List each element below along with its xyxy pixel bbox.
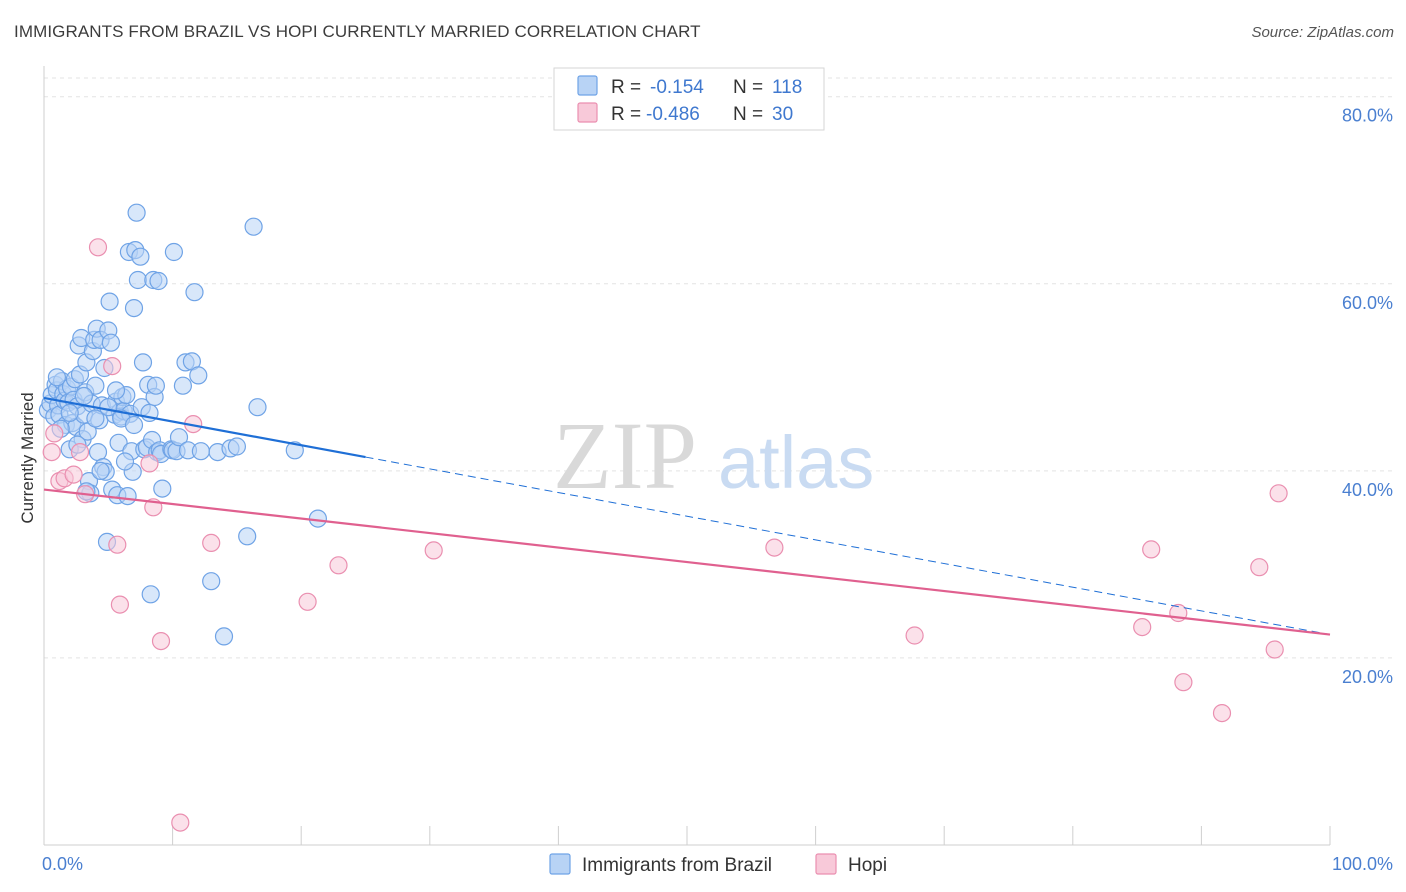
hopi-point-18 (329, 556, 348, 575)
hopi-point-0 (42, 443, 61, 462)
brazil-point-97 (214, 627, 234, 646)
stats-legend: R = -0.154 N = 118 R = -0.486 N = 30 (553, 67, 825, 131)
hopi-point-9 (108, 535, 127, 554)
brazil-point-101 (244, 217, 263, 236)
legend-n-label-hopi: N = (733, 104, 763, 125)
brazil-point-65 (128, 270, 147, 290)
legend-n-value-brazil: 118 (772, 77, 802, 98)
brazil-point-87 (169, 428, 189, 447)
brazil-point-115 (91, 461, 110, 480)
brazil-point-82 (153, 479, 172, 498)
series-brazil-points (38, 203, 327, 646)
brazil-point-99 (227, 437, 246, 456)
brazil-point-106 (60, 403, 79, 422)
hopi-point-1 (45, 424, 64, 443)
brazil-point-100 (238, 527, 257, 546)
brazil-point-111 (124, 415, 144, 435)
watermark-atlas: atlas (718, 421, 874, 504)
brazil-point-88 (173, 376, 192, 395)
legend-r-label-brazil: R = (611, 77, 641, 98)
brazil-point-62 (124, 299, 144, 318)
legend-r-label-hopi: R = (611, 104, 641, 125)
y-tick-label-1: 40.0% (1342, 480, 1393, 500)
brazil-point-95 (202, 572, 221, 591)
brazil-point-116 (106, 381, 126, 400)
trend-brazil-solid (43, 396, 366, 459)
watermark-zip: ZIP (553, 402, 697, 509)
brazil-point-57 (118, 487, 137, 506)
brazil-point-68 (133, 353, 153, 372)
bottom-legend-swatch-hopi (815, 853, 837, 875)
trend-brazil-dashed (365, 456, 1331, 636)
brazil-point-112 (47, 368, 67, 387)
hopi-point-26 (1212, 703, 1232, 723)
y-tick-label-2: 60.0% (1342, 293, 1393, 313)
hopi-point-28 (1265, 640, 1284, 659)
legend-r-value-brazil: -0.154 (650, 77, 704, 98)
x-tick-label-1: 100.0% (1332, 854, 1393, 874)
series-hopi-points (42, 238, 1288, 832)
hopi-point-23 (1142, 540, 1161, 559)
legend-r-value-hopi: -0.486 (646, 104, 700, 125)
hopi-point-21 (905, 626, 924, 645)
hopi-point-29 (1269, 484, 1288, 503)
hopi-point-14 (171, 813, 190, 832)
hopi-point-25 (1174, 673, 1193, 692)
y-tick-label-0: 20.0% (1342, 667, 1393, 687)
hopi-point-20 (765, 538, 784, 557)
brazil-point-34 (86, 376, 105, 395)
legend-n-value-hopi: 30 (772, 104, 793, 125)
y-tick-labels: 20.0% 40.0% 60.0% 80.0% (1342, 106, 1393, 687)
brazil-point-46 (101, 333, 121, 352)
hopi-point-10 (110, 595, 130, 614)
brazil-point-64 (127, 203, 146, 222)
hopi-point-19 (424, 541, 443, 560)
series-legend: Immigrants from Brazil Hopi (549, 853, 887, 876)
hopi-point-11 (140, 454, 159, 473)
brazil-point-108 (86, 409, 105, 428)
brazil-point-103 (285, 441, 304, 460)
bottom-legend-label-brazil: Immigrants from Brazil (582, 855, 772, 876)
legend-n-label-brazil: N = (733, 77, 763, 98)
brazil-point-94 (191, 442, 210, 461)
hopi-point-17 (298, 592, 317, 611)
source-credit: Source: ZipAtlas.com (1251, 24, 1394, 41)
hopi-point-16 (202, 533, 221, 553)
brazil-point-73 (141, 585, 160, 604)
brazil-point-102 (248, 398, 267, 417)
chart-title: IMMIGRANTS FROM BRAZIL VS HOPI CURRENTLY… (14, 22, 701, 41)
hopi-point-5 (70, 443, 90, 462)
y-axis-title: Currently Married (18, 392, 37, 523)
trend-hopi (43, 488, 1331, 636)
brazil-point-51 (109, 433, 128, 452)
y-tick-label-3: 80.0% (1342, 106, 1393, 126)
bottom-legend-label-hopi: Hopi (848, 855, 887, 876)
watermark: ZIP atlas (553, 402, 874, 509)
hopi-point-7 (88, 238, 108, 257)
brazil-point-107 (74, 386, 94, 406)
brazil-point-92 (185, 283, 204, 302)
brazil-point-85 (164, 242, 183, 262)
x-tick-labels: 0.0% 100.0% (42, 854, 1393, 874)
hopi-point-27 (1250, 558, 1269, 577)
hopi-point-22 (1133, 617, 1152, 637)
hopi-point-13 (151, 631, 171, 651)
legend-swatch-brazil (577, 75, 598, 96)
hopi-point-4 (64, 465, 83, 484)
bottom-legend-swatch-brazil (549, 853, 571, 875)
trend-lines (43, 396, 1331, 636)
brazil-point-104 (308, 509, 327, 528)
legend-swatch-hopi (577, 102, 598, 123)
grid-lines (44, 77, 1392, 659)
brazil-point-79 (149, 271, 168, 291)
hopi-point-8 (103, 357, 122, 376)
brazil-point-77 (146, 376, 165, 395)
brazil-point-45 (100, 292, 119, 311)
brazil-point-66 (131, 247, 150, 266)
x-tick-label-0: 0.0% (42, 854, 83, 874)
brazil-point-93 (189, 366, 208, 385)
brazil-point-117 (115, 452, 135, 471)
